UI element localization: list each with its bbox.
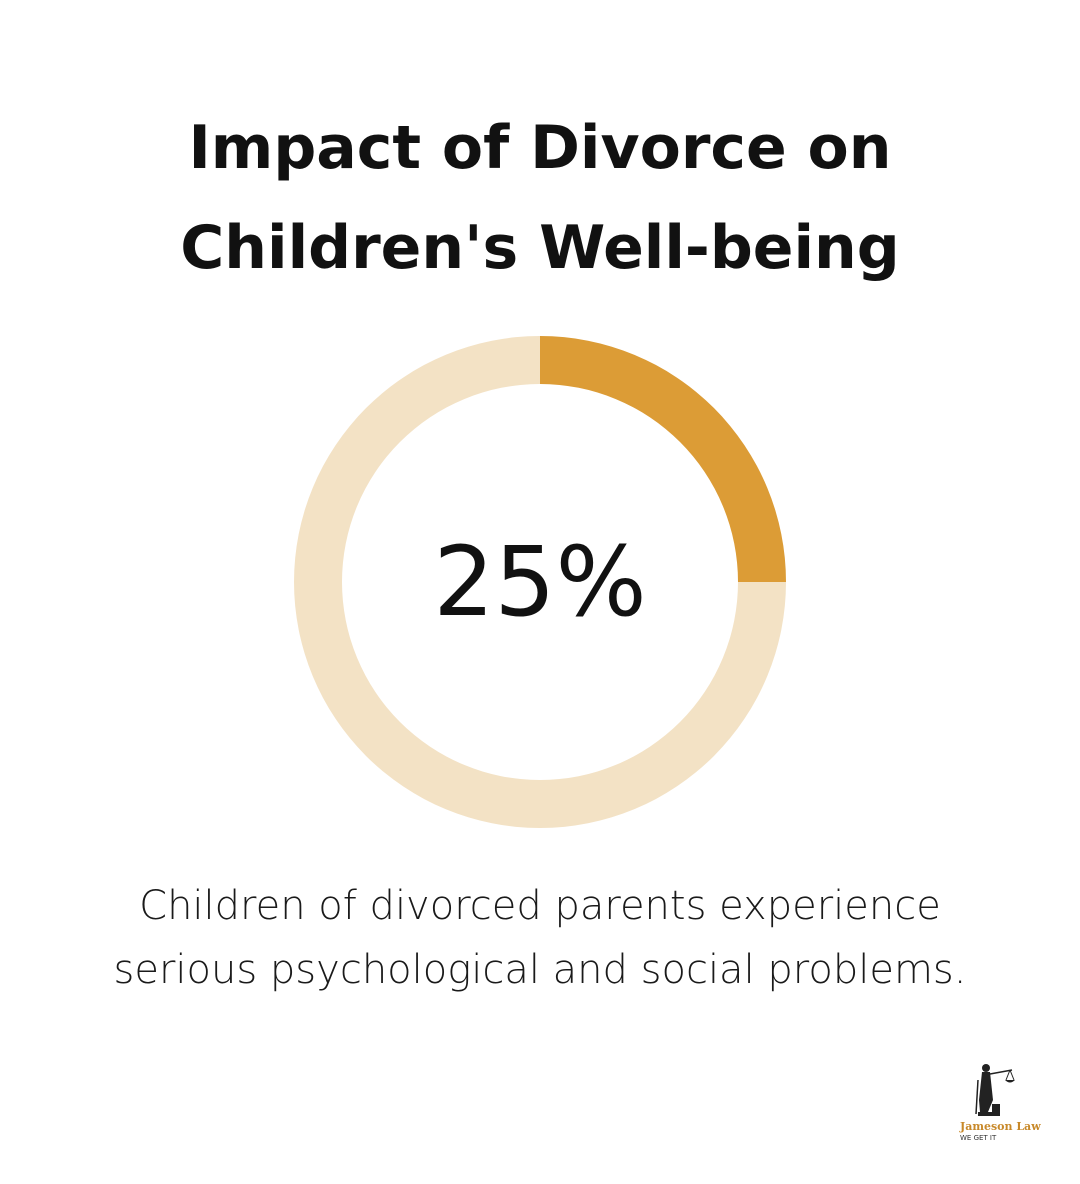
- caption-line-2: serious psychological and social problem…: [113, 947, 967, 993]
- donut-chart: 25%: [294, 336, 786, 828]
- chart-title: Impact of Divorce on Children's Well-bei…: [0, 98, 1080, 298]
- caption-line-1: Children of divorced parents experience: [139, 883, 941, 929]
- logo-name: Jameson Law: [960, 1120, 1041, 1133]
- donut-slice-highlight: [540, 336, 786, 582]
- lady-justice-icon: [975, 1064, 1015, 1116]
- percent-value: 25%: [433, 526, 647, 638]
- brand-logo: Jameson Law WE GET IT: [952, 1060, 1042, 1146]
- title-line-1: Impact of Divorce on: [188, 113, 892, 183]
- title-line-2: Children's Well-being: [180, 213, 900, 283]
- donut-svg: [294, 336, 786, 828]
- caption: Children of divorced parents experience …: [0, 874, 1080, 1002]
- logo-tagline: WE GET IT: [960, 1134, 997, 1142]
